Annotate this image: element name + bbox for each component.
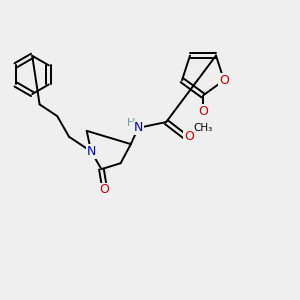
Text: H: H bbox=[127, 118, 135, 128]
Text: O: O bbox=[99, 183, 109, 196]
Text: N: N bbox=[86, 145, 96, 158]
Text: O: O bbox=[219, 74, 229, 87]
Text: O: O bbox=[184, 130, 194, 143]
Text: O: O bbox=[198, 105, 208, 118]
Text: CH₃: CH₃ bbox=[194, 123, 213, 133]
Text: N: N bbox=[134, 122, 143, 134]
